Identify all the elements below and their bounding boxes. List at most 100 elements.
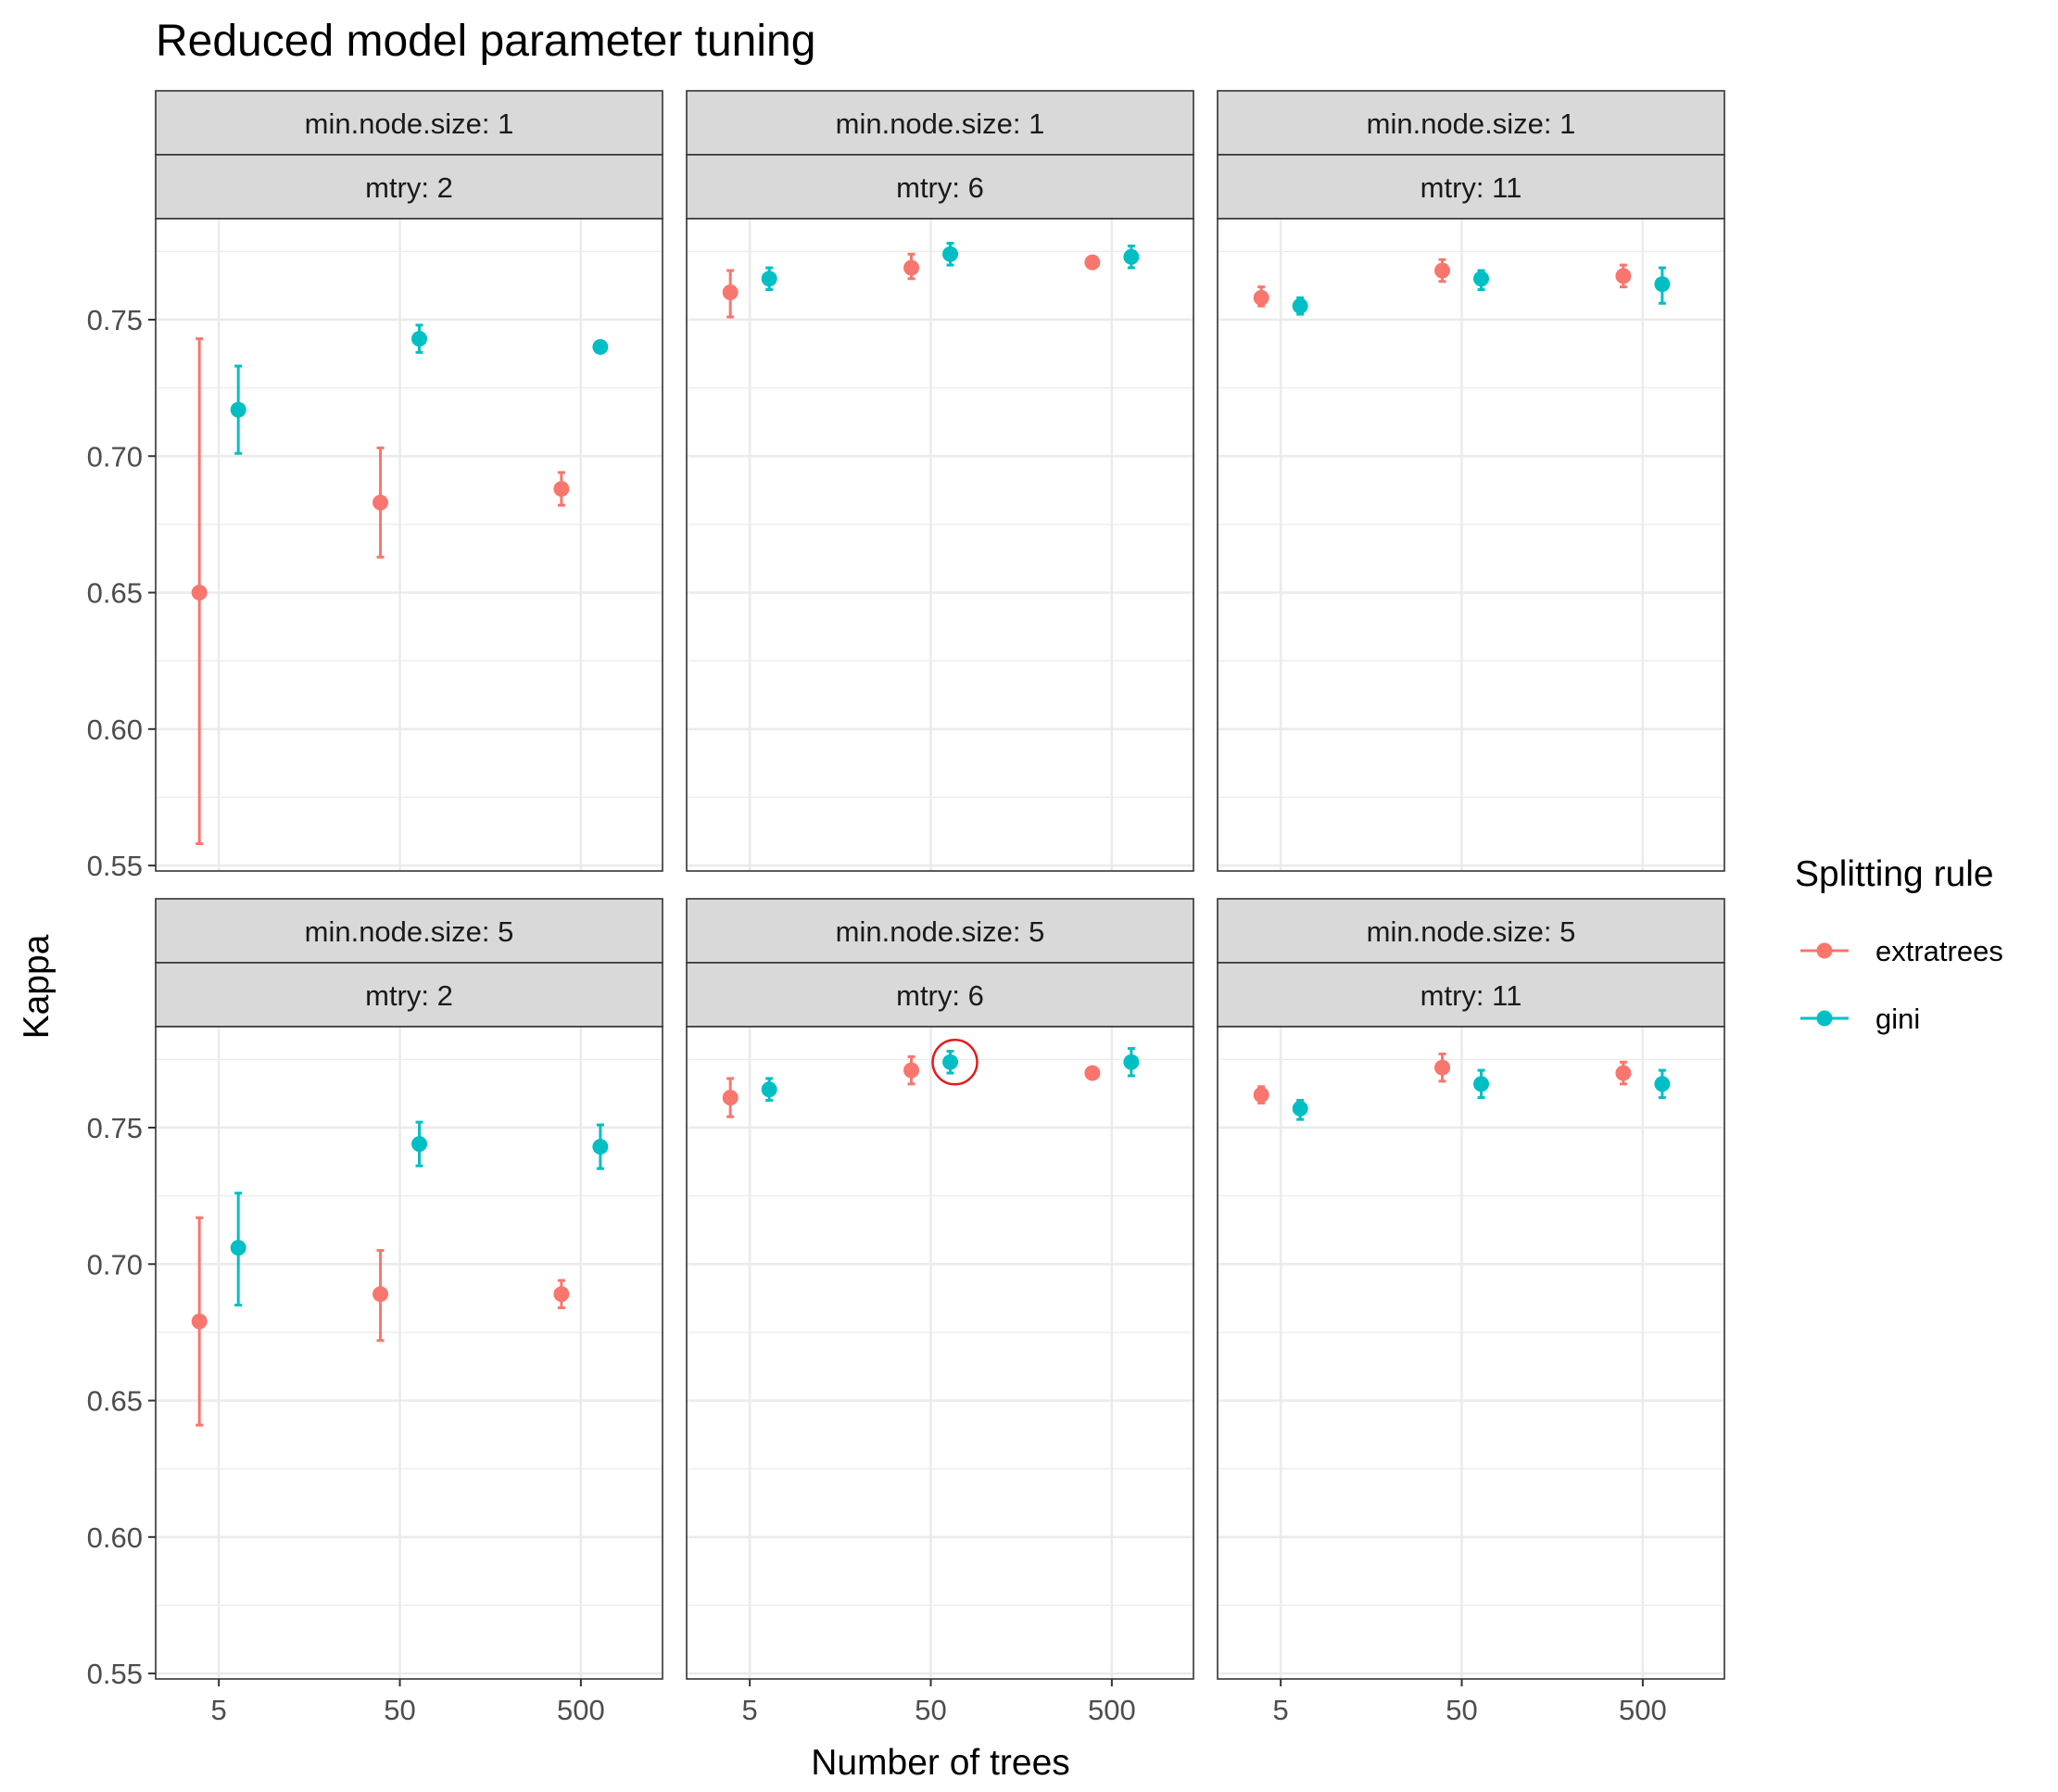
x-tick-label: 5 xyxy=(1273,1694,1289,1726)
data-point-gini xyxy=(592,338,609,355)
point-marker xyxy=(1473,271,1490,287)
data-point-extratrees xyxy=(1615,263,1632,289)
strip-mtry xyxy=(155,154,663,220)
strip-label: mtry: 6 xyxy=(896,979,984,1012)
data-point-extratrees xyxy=(553,471,570,507)
facet-panel: min.node.size: 1 mtry: 2 0.55 0.60 0.65 0.70 0… xyxy=(87,90,663,882)
data-point-extratrees xyxy=(903,252,920,281)
point-marker xyxy=(230,1240,246,1256)
point-marker xyxy=(942,246,959,262)
point-marker xyxy=(553,1286,570,1303)
y-tick-label: 0.75 xyxy=(87,1112,143,1144)
legend-label: extratrees xyxy=(1875,935,2003,967)
y-tick-label: 0.75 xyxy=(87,304,143,336)
data-point-gini xyxy=(942,242,959,267)
panel-background xyxy=(1218,219,1724,871)
point-marker xyxy=(722,284,739,301)
highlight-circle xyxy=(931,1039,978,1086)
data-point-extratrees xyxy=(372,446,389,559)
panel-background xyxy=(687,219,1193,871)
data-point-extratrees xyxy=(1253,1085,1269,1104)
data-point-gini xyxy=(942,1050,959,1075)
data-point-extratrees xyxy=(722,269,739,319)
point-marker xyxy=(1473,1076,1490,1092)
point-marker xyxy=(411,331,428,347)
strip-min-node-size xyxy=(155,90,663,156)
data-point-extratrees xyxy=(191,1216,208,1427)
data-point-gini xyxy=(1473,1068,1490,1100)
chart-title: Reduced model parameter tuning xyxy=(156,17,815,66)
data-point-gini xyxy=(1473,269,1490,292)
point-marker xyxy=(1615,268,1632,284)
strip-mtry xyxy=(155,962,663,1028)
point-marker xyxy=(761,271,777,287)
point-marker xyxy=(553,481,570,498)
point-marker xyxy=(1292,297,1308,314)
point-marker xyxy=(191,1313,208,1330)
strip-min-node-size xyxy=(1217,90,1725,156)
point-marker xyxy=(411,1136,428,1153)
strip-label: mtry: 11 xyxy=(1420,979,1522,1012)
data-point-extratrees xyxy=(1434,258,1451,284)
x-tick-label: 500 xyxy=(1088,1694,1136,1726)
point-marker xyxy=(1084,254,1101,271)
y-tick-label: 0.60 xyxy=(87,713,143,746)
x-tick-label: 50 xyxy=(384,1694,415,1726)
point-marker xyxy=(722,1090,739,1106)
legend-key-point xyxy=(1816,942,1833,959)
data-point-extratrees xyxy=(722,1077,739,1118)
legend-entry-extratrees: extratrees xyxy=(1800,935,2003,967)
strip-mtry xyxy=(686,154,1194,220)
facet-panel: min.node.size: 5 mtry: 2 0.55 0.60 0.65 0.70 0… xyxy=(87,898,663,1726)
panel-background xyxy=(156,1027,663,1679)
facet-panel: min.node.size: 1 mtry: 11 xyxy=(1217,90,1725,872)
point-marker xyxy=(1123,1054,1140,1070)
data-point-gini xyxy=(1654,266,1671,305)
data-point-extratrees xyxy=(372,1249,389,1343)
panel-border xyxy=(155,1026,663,1680)
y-tick-label: 0.70 xyxy=(87,1248,143,1281)
data-point-gini xyxy=(230,1192,246,1306)
point-marker xyxy=(592,338,609,355)
strip-label: min.node.size: 1 xyxy=(1367,107,1576,140)
data-point-gini xyxy=(230,364,246,455)
point-marker xyxy=(372,1286,389,1303)
y-tick-label: 0.65 xyxy=(87,1385,143,1418)
legend-title: Splitting rule xyxy=(1795,854,1994,894)
panel-border xyxy=(1217,1026,1725,1680)
legend-key-point xyxy=(1816,1010,1833,1027)
facet-panel: min.node.size: 5 mtry: 11 5 50 500 xyxy=(1217,898,1725,1726)
panel-border xyxy=(155,218,663,872)
strip-min-node-size xyxy=(1217,898,1725,964)
strip-label: min.node.size: 5 xyxy=(836,915,1045,948)
data-point-extratrees xyxy=(903,1054,920,1086)
strip-label: mtry: 11 xyxy=(1420,171,1522,204)
x-tick-label: 50 xyxy=(1446,1694,1477,1726)
strip-mtry xyxy=(686,962,1194,1028)
panel-background xyxy=(1218,1027,1724,1679)
data-point-extratrees xyxy=(1084,1065,1101,1081)
x-tick-label: 50 xyxy=(915,1694,946,1726)
data-point-extratrees xyxy=(1434,1052,1451,1083)
panel-border xyxy=(686,218,1194,872)
strip-label: mtry: 2 xyxy=(365,979,453,1012)
data-point-extratrees xyxy=(553,1279,570,1309)
y-tick-label: 0.70 xyxy=(87,440,143,473)
data-point-extratrees xyxy=(191,337,208,846)
legend: Splitting rule extratrees gini xyxy=(1795,854,2003,1035)
panel-background xyxy=(156,219,663,871)
strip-label: min.node.size: 1 xyxy=(836,107,1045,140)
data-point-gini xyxy=(1654,1068,1671,1100)
data-point-gini xyxy=(761,266,777,292)
facet-panel: min.node.size: 1 mtry: 6 xyxy=(686,90,1194,872)
y-tick-label: 0.65 xyxy=(87,577,143,610)
point-marker xyxy=(1123,248,1140,265)
y-tick-label: 0.55 xyxy=(87,850,143,882)
y-tick-label: 0.55 xyxy=(87,1658,143,1690)
strip-label: min.node.size: 5 xyxy=(305,915,514,948)
data-point-gini xyxy=(1292,1099,1308,1121)
point-marker xyxy=(191,585,208,601)
x-tick-label: 5 xyxy=(742,1694,758,1726)
x-tick-label: 500 xyxy=(557,1694,605,1726)
